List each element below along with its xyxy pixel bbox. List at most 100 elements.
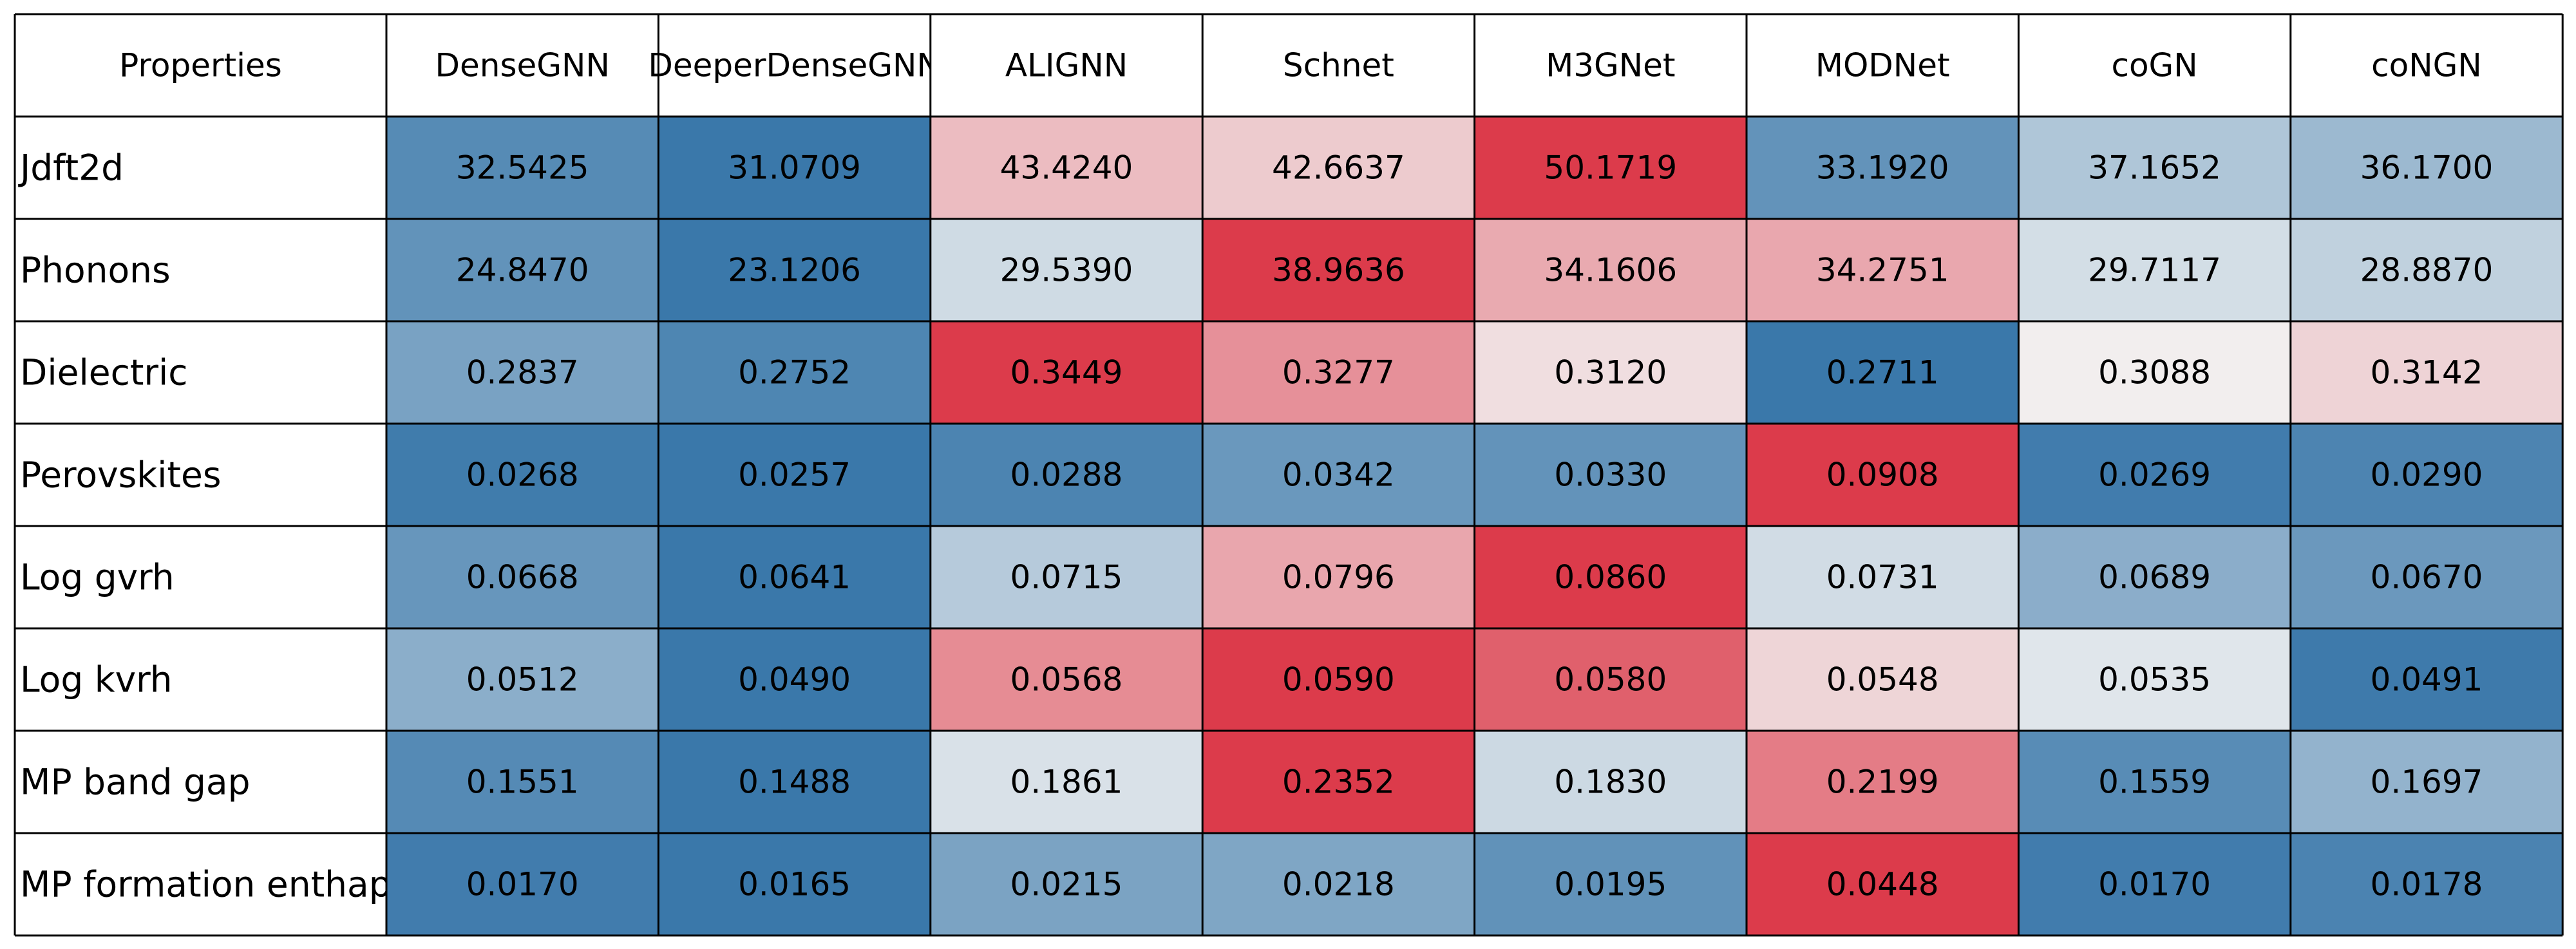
heatmap-cell bbox=[658, 628, 931, 731]
heatmap-cell bbox=[1747, 628, 2019, 731]
heatmap-cell bbox=[1474, 628, 1747, 731]
heatmap-cell bbox=[1747, 833, 2019, 935]
heatmap-cell bbox=[930, 628, 1203, 731]
column-header-cell bbox=[930, 14, 1203, 117]
row-header-cell bbox=[15, 117, 386, 219]
heatmap-cell-value: 0.3120 bbox=[1554, 354, 1667, 391]
heatmap-cell bbox=[2018, 526, 2291, 628]
heatmap-cell-value: 0.0195 bbox=[1554, 866, 1667, 903]
heatmap-cell-value: 0.0548 bbox=[1826, 661, 1939, 699]
column-header-label: DeeperDenseGNN bbox=[648, 47, 940, 84]
heatmap-cell-value: 0.0796 bbox=[1282, 559, 1395, 596]
heatmap-cell-value: 0.0590 bbox=[1282, 661, 1395, 699]
heatmap-cell-value: 0.2837 bbox=[466, 354, 579, 391]
row-header-cell bbox=[15, 321, 386, 424]
heatmap-cell-value: 0.1488 bbox=[738, 764, 851, 801]
heatmap-cell bbox=[1747, 424, 2019, 526]
heatmap-cell-value: 0.0641 bbox=[738, 559, 851, 596]
heatmap-cell-value: 0.3449 bbox=[1010, 354, 1123, 391]
heatmap-cell-value: 0.0330 bbox=[1554, 456, 1667, 494]
heatmap-cell bbox=[930, 526, 1203, 628]
heatmap-cell bbox=[2290, 424, 2563, 526]
heatmap-cell bbox=[658, 321, 931, 424]
heatmap-cell-value: 0.0491 bbox=[2371, 661, 2483, 699]
heatmap-cell-value: 0.2711 bbox=[1826, 354, 1939, 391]
heatmap-cell-value: 0.0165 bbox=[738, 866, 851, 903]
heatmap-cell-value: 0.0580 bbox=[1554, 661, 1667, 699]
row-header-label: Perovskites bbox=[20, 455, 222, 496]
heatmap-cell bbox=[386, 833, 659, 935]
heatmap-cell-value: 0.1559 bbox=[2098, 764, 2211, 801]
heatmap-cell bbox=[2290, 833, 2563, 935]
heatmap-cell-value: 0.1830 bbox=[1554, 764, 1667, 801]
heatmap-cell bbox=[2018, 833, 2291, 935]
heatmap-cell-value: 0.0490 bbox=[738, 661, 851, 699]
column-header-cell bbox=[1747, 14, 2019, 117]
heatmap-cell bbox=[930, 321, 1203, 424]
column-header-label: coGN bbox=[2111, 47, 2197, 84]
heatmap-cell bbox=[658, 424, 931, 526]
heatmap-cell bbox=[1747, 219, 2019, 321]
column-header-label: MODNet bbox=[1815, 47, 1950, 84]
column-header-cell bbox=[386, 14, 659, 117]
column-header-cell bbox=[1202, 14, 1475, 117]
heatmap-cell-value: 0.0342 bbox=[1282, 456, 1395, 494]
column-header-label: ALIGNN bbox=[1005, 47, 1128, 84]
heatmap-cell bbox=[658, 219, 931, 321]
heatmap-cell-value: 42.6637 bbox=[1272, 149, 1405, 187]
heatmap-cell-value: 0.0269 bbox=[2098, 456, 2211, 494]
column-header-cell bbox=[2018, 14, 2291, 117]
row-header-label: Log kvrh bbox=[20, 659, 173, 700]
heatmap-cell bbox=[386, 526, 659, 628]
row-header-label: MP band gap bbox=[20, 762, 251, 803]
row-header-label: Jdft2d bbox=[18, 147, 124, 189]
heatmap-cell-value: 36.1700 bbox=[2360, 149, 2494, 187]
heatmap-cell-value: 0.0290 bbox=[2371, 456, 2483, 494]
row-header-cell bbox=[15, 526, 386, 628]
heatmap-cell-value: 50.1719 bbox=[1544, 149, 1677, 187]
heatmap-cell-value: 38.9636 bbox=[1272, 252, 1405, 289]
heatmap-cell bbox=[930, 219, 1203, 321]
row-header-label: Dielectric bbox=[20, 352, 188, 393]
row-header-cell bbox=[15, 731, 386, 833]
header-cell-properties bbox=[15, 14, 386, 117]
heatmap-cell bbox=[2290, 628, 2563, 731]
heatmap-cell bbox=[2290, 526, 2563, 628]
column-header-cell bbox=[2290, 14, 2563, 117]
column-header-label: M3GNet bbox=[1546, 47, 1675, 84]
row-header-label: Phonons bbox=[20, 250, 171, 291]
heatmap-cell bbox=[1202, 424, 1475, 526]
heatmap-cell-value: 0.3142 bbox=[2371, 354, 2483, 391]
heatmap-cell-value: 34.1606 bbox=[1544, 252, 1677, 289]
heatmap-cell bbox=[1474, 833, 1747, 935]
heatmap-cell-value: 23.1206 bbox=[728, 252, 861, 289]
heatmap-cell bbox=[1747, 731, 2019, 833]
heatmap-cell bbox=[1474, 526, 1747, 628]
heatmap-cell-value: 0.2199 bbox=[1826, 764, 1939, 801]
heatmap-cell bbox=[2290, 219, 2563, 321]
column-header-cell bbox=[658, 14, 931, 117]
heatmap-cell-value: 0.3088 bbox=[2098, 354, 2211, 391]
heatmap-cell-value: 24.8470 bbox=[456, 252, 589, 289]
heatmap-cell-value: 34.2751 bbox=[1816, 252, 1949, 289]
heatmap-cell bbox=[930, 117, 1203, 219]
heatmap-cell bbox=[2018, 628, 2291, 731]
heatmap-cell bbox=[2018, 219, 2291, 321]
heatmap-cell bbox=[386, 731, 659, 833]
row-header-cell bbox=[15, 628, 386, 731]
heatmap-cell bbox=[2018, 731, 2291, 833]
heatmap-cell bbox=[386, 628, 659, 731]
heatmap-cell-value: 0.0178 bbox=[2371, 866, 2483, 903]
heatmap-cell bbox=[1747, 321, 2019, 424]
heatmap-cell bbox=[2290, 731, 2563, 833]
heatmap-cell bbox=[2018, 117, 2291, 219]
heatmap-cell-value: 0.0860 bbox=[1554, 559, 1667, 596]
heatmap-cell-value: 0.0668 bbox=[466, 559, 579, 596]
heatmap-cell bbox=[1202, 321, 1475, 424]
heatmap-cell-value: 0.0288 bbox=[1010, 456, 1123, 494]
heatmap-cell bbox=[386, 117, 659, 219]
heatmap-cell-value: 0.0731 bbox=[1826, 559, 1939, 596]
heatmap-cell-value: 0.1861 bbox=[1010, 764, 1123, 801]
heatmap-cell-value: 33.1920 bbox=[1816, 149, 1949, 187]
